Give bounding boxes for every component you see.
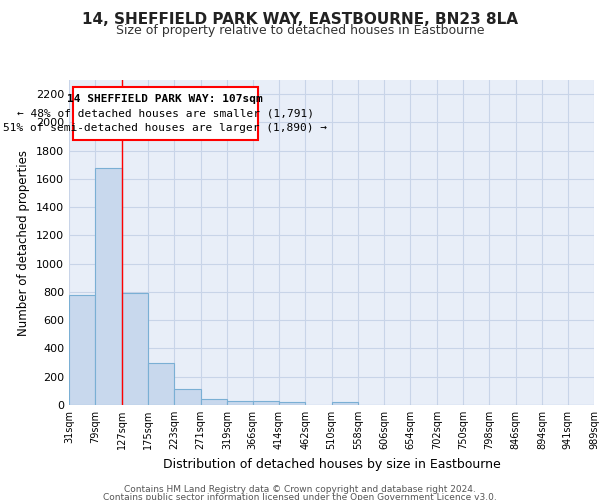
Bar bbox=[122, 292, 148, 405]
Bar bbox=[331, 402, 358, 405]
Bar bbox=[174, 390, 200, 405]
Bar bbox=[227, 401, 253, 405]
Text: 14, SHEFFIELD PARK WAY, EASTBOURNE, BN23 8LA: 14, SHEFFIELD PARK WAY, EASTBOURNE, BN23… bbox=[82, 12, 518, 28]
Bar bbox=[148, 362, 174, 405]
Text: Contains public sector information licensed under the Open Government Licence v3: Contains public sector information licen… bbox=[103, 494, 497, 500]
Bar bbox=[73, 87, 257, 140]
Text: Contains HM Land Registry data © Crown copyright and database right 2024.: Contains HM Land Registry data © Crown c… bbox=[124, 485, 476, 494]
Text: 51% of semi-detached houses are larger (1,890) →: 51% of semi-detached houses are larger (… bbox=[3, 124, 327, 134]
Bar bbox=[279, 402, 305, 405]
Y-axis label: Number of detached properties: Number of detached properties bbox=[17, 150, 31, 336]
Text: Size of property relative to detached houses in Eastbourne: Size of property relative to detached ho… bbox=[116, 24, 484, 37]
X-axis label: Distribution of detached houses by size in Eastbourne: Distribution of detached houses by size … bbox=[163, 458, 500, 470]
Bar bbox=[200, 400, 227, 405]
Text: 14 SHEFFIELD PARK WAY: 107sqm: 14 SHEFFIELD PARK WAY: 107sqm bbox=[67, 94, 263, 104]
Bar bbox=[253, 402, 279, 405]
Text: ← 48% of detached houses are smaller (1,791): ← 48% of detached houses are smaller (1,… bbox=[17, 108, 314, 118]
Bar bbox=[69, 296, 95, 405]
Bar bbox=[95, 168, 122, 405]
